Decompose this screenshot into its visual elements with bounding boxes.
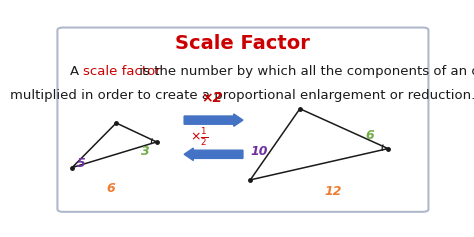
Text: Scale Factor: Scale Factor	[175, 34, 310, 53]
Text: A: A	[70, 65, 83, 78]
Text: 10: 10	[251, 145, 268, 158]
Text: is the number by which all the components of an object are: is the number by which all the component…	[135, 65, 474, 78]
Text: 5: 5	[77, 157, 86, 170]
FancyArrow shape	[184, 114, 243, 126]
Text: scale factor: scale factor	[83, 65, 161, 78]
Text: 3: 3	[141, 146, 150, 158]
Text: 12: 12	[324, 185, 342, 198]
FancyArrow shape	[184, 148, 243, 160]
Text: ×$\frac{1}{2}$: ×$\frac{1}{2}$	[190, 126, 208, 148]
Text: multiplied in order to create a proportional enlargement or reduction.: multiplied in order to create a proporti…	[10, 89, 474, 102]
Text: ×2: ×2	[201, 91, 222, 105]
Text: 6: 6	[106, 182, 115, 195]
Text: 6: 6	[365, 129, 374, 142]
FancyBboxPatch shape	[57, 27, 428, 212]
